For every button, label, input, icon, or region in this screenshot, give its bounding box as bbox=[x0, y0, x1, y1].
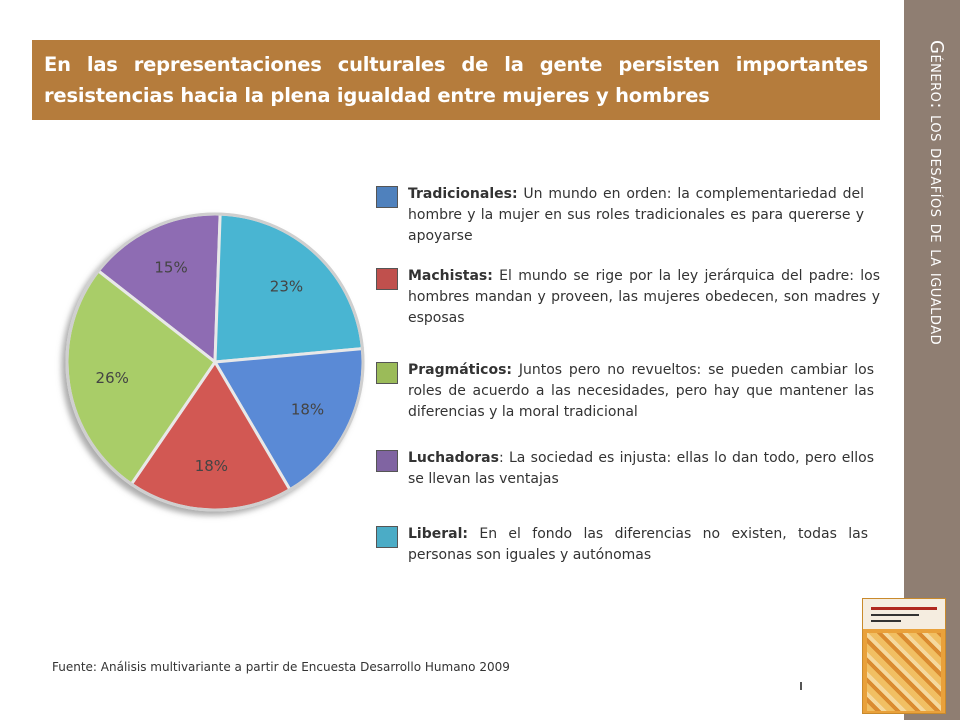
title-box: En las representaciones culturales de la… bbox=[32, 40, 880, 120]
tick-mark bbox=[800, 682, 802, 690]
legend-swatch-tradicionales bbox=[376, 186, 398, 208]
legend-swatch-pragmaticos bbox=[376, 362, 398, 384]
legend-desc-tradicionales: Un mundo en orden: la complementariedad … bbox=[408, 186, 864, 244]
slide-title: En las representaciones culturales de la… bbox=[44, 53, 868, 107]
legend-swatch-machistas bbox=[376, 268, 398, 290]
pie-labels: 15% 23% 18% 18% 26% bbox=[96, 259, 325, 475]
source-note: Fuente: Análisis multivariante a partir … bbox=[52, 660, 510, 674]
pie-label-4: 26% bbox=[96, 369, 129, 387]
legend-desc-luchadoras: : La sociedad es injusta: ellas lo dan t… bbox=[408, 450, 874, 487]
legend-swatch-luchadoras bbox=[376, 450, 398, 472]
report-cover-thumbnail bbox=[862, 598, 946, 714]
report-cover-header bbox=[863, 599, 945, 629]
legend-swatch-liberal bbox=[376, 526, 398, 548]
legend-name-luchadoras: Luchadoras bbox=[408, 450, 499, 466]
side-title: Género: los desafíos de la igualdad bbox=[926, 40, 947, 346]
pie-label-2: 18% bbox=[291, 401, 324, 419]
report-cover-art bbox=[867, 633, 941, 711]
legend-name-machistas: Machistas: bbox=[408, 268, 493, 284]
legend-name-pragmaticos: Pragmáticos: bbox=[408, 362, 513, 378]
pie-label-3: 18% bbox=[195, 457, 228, 475]
pie-chart: 15% 23% 18% 18% 26% bbox=[65, 212, 365, 512]
legend-desc-machistas: El mundo se rige por la ley jerárquica d… bbox=[408, 268, 880, 326]
legend-desc-pragmaticos: Juntos pero no revueltos: se pueden camb… bbox=[408, 362, 874, 420]
legend-desc-liberal: En el fondo las diferencias no existen, … bbox=[408, 526, 868, 563]
legend-name-tradicionales: Tradicionales: bbox=[408, 186, 518, 202]
pie-rim bbox=[65, 212, 365, 512]
legend-name-liberal: Liberal: bbox=[408, 526, 468, 542]
pie-label-0: 15% bbox=[154, 259, 187, 277]
pie-slices bbox=[65, 212, 365, 512]
pie-label-1: 23% bbox=[270, 277, 303, 295]
